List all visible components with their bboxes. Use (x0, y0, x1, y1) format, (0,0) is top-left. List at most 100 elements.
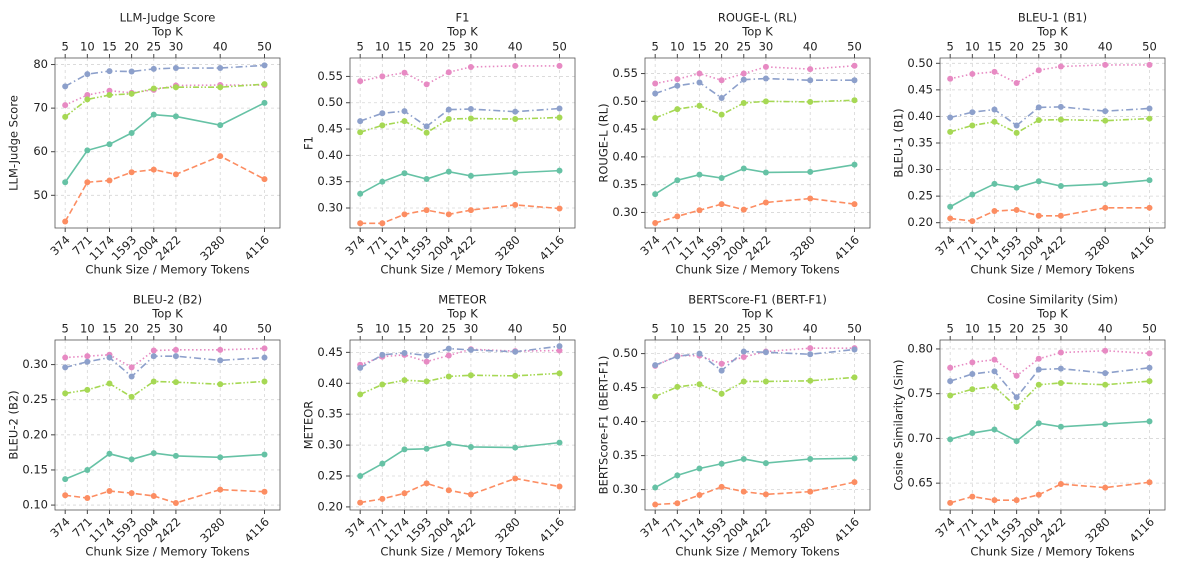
data-point (696, 492, 703, 499)
data-point (740, 76, 747, 83)
data-point (762, 199, 769, 206)
series-line (950, 106, 1150, 127)
data-point (379, 381, 386, 388)
data-point (217, 153, 224, 160)
x-tick-label: 1174 (381, 233, 412, 264)
data-point (1146, 350, 1153, 357)
y-axis-label: ROUGE-L (RL) (597, 103, 611, 182)
data-point (1035, 212, 1042, 219)
data-point (357, 220, 364, 227)
data-point (172, 65, 179, 72)
data-point (128, 393, 135, 400)
data-point (718, 95, 725, 101)
data-point (1035, 491, 1042, 498)
x-tick-label: 2422 (448, 515, 479, 546)
data-point (718, 460, 725, 467)
data-point (172, 171, 179, 178)
data-point (467, 491, 474, 498)
data-point (556, 167, 563, 174)
data-point (217, 486, 224, 493)
data-point (512, 108, 519, 115)
data-point (62, 102, 69, 109)
data-point (357, 391, 364, 398)
series-line (654, 348, 855, 372)
series-line (654, 77, 855, 100)
data-point (62, 218, 69, 225)
data-point (969, 493, 976, 500)
data-point (696, 70, 703, 77)
data-point (969, 191, 976, 198)
data-point (379, 122, 386, 129)
data-point (674, 106, 681, 113)
series-line (950, 207, 1150, 222)
data-point (512, 201, 519, 208)
data-point (947, 499, 954, 506)
plot-frame (644, 339, 871, 511)
top-tick-label: 25 (1031, 40, 1046, 54)
data-point (718, 360, 725, 367)
data-point (357, 129, 364, 136)
y-tick-label: 0.50 (612, 346, 638, 360)
data-point (1013, 404, 1020, 411)
data-point (556, 205, 563, 212)
top-tick-label: 10 (375, 40, 390, 54)
data-point (62, 354, 69, 361)
data-point (762, 491, 769, 498)
data-point (1035, 104, 1042, 111)
series-line (65, 380, 265, 398)
data-point (947, 364, 954, 371)
data-point (969, 430, 976, 437)
data-point (652, 362, 659, 369)
y-tick-label: 0.70 (907, 431, 933, 445)
x-tick-label: 1593 (404, 515, 435, 546)
data-point (512, 116, 519, 123)
data-point (991, 368, 998, 375)
data-point (556, 62, 563, 69)
x-tick-label: 4116 (1126, 233, 1157, 264)
data-point (445, 211, 452, 218)
x-tick-label: 374 (637, 515, 662, 540)
x-axis-label: Chunk Size / Memory Tokens (675, 263, 839, 277)
data-point (807, 195, 814, 202)
data-point (1102, 484, 1109, 491)
data-point (84, 386, 91, 393)
data-point (807, 351, 814, 358)
data-point (674, 472, 681, 479)
data-point (357, 364, 364, 371)
data-point (217, 381, 224, 388)
chart-title: F1 (456, 11, 470, 25)
x-axis-label: Chunk Size / Memory Tokens (85, 545, 249, 559)
plot-frame (939, 339, 1166, 511)
x-tick-label: 374 (932, 233, 957, 258)
data-point (718, 483, 725, 490)
data-point (1013, 206, 1020, 213)
data-point (512, 444, 519, 451)
data-point (991, 118, 998, 125)
x-tick-label: 1174 (676, 233, 707, 264)
data-point (1035, 366, 1042, 373)
top-tick-label: 40 (803, 322, 818, 336)
data-point (1102, 421, 1109, 428)
data-point (1013, 184, 1020, 191)
data-point (84, 353, 91, 360)
data-point (807, 488, 814, 495)
series-line (65, 488, 265, 504)
plot-frame (54, 57, 281, 229)
data-point (1102, 61, 1109, 68)
data-point (947, 114, 954, 121)
data-point (652, 80, 659, 87)
data-point (807, 345, 814, 352)
top-axis-label: Top K (151, 307, 183, 321)
data-point (762, 169, 769, 176)
plot-frame (349, 57, 576, 229)
data-point (556, 105, 563, 112)
x-tick-label: 1593 (109, 233, 140, 264)
y-axis-label: Cosine Similarity (Sim) (892, 360, 906, 491)
data-point (62, 83, 69, 90)
y-tick-label: 0.40 (907, 109, 933, 123)
x-tick-label: 374 (637, 233, 662, 258)
y-tick-label: 0.40 (317, 148, 343, 162)
data-point (740, 100, 747, 106)
data-point (1013, 372, 1020, 379)
plot-frame (939, 57, 1166, 229)
